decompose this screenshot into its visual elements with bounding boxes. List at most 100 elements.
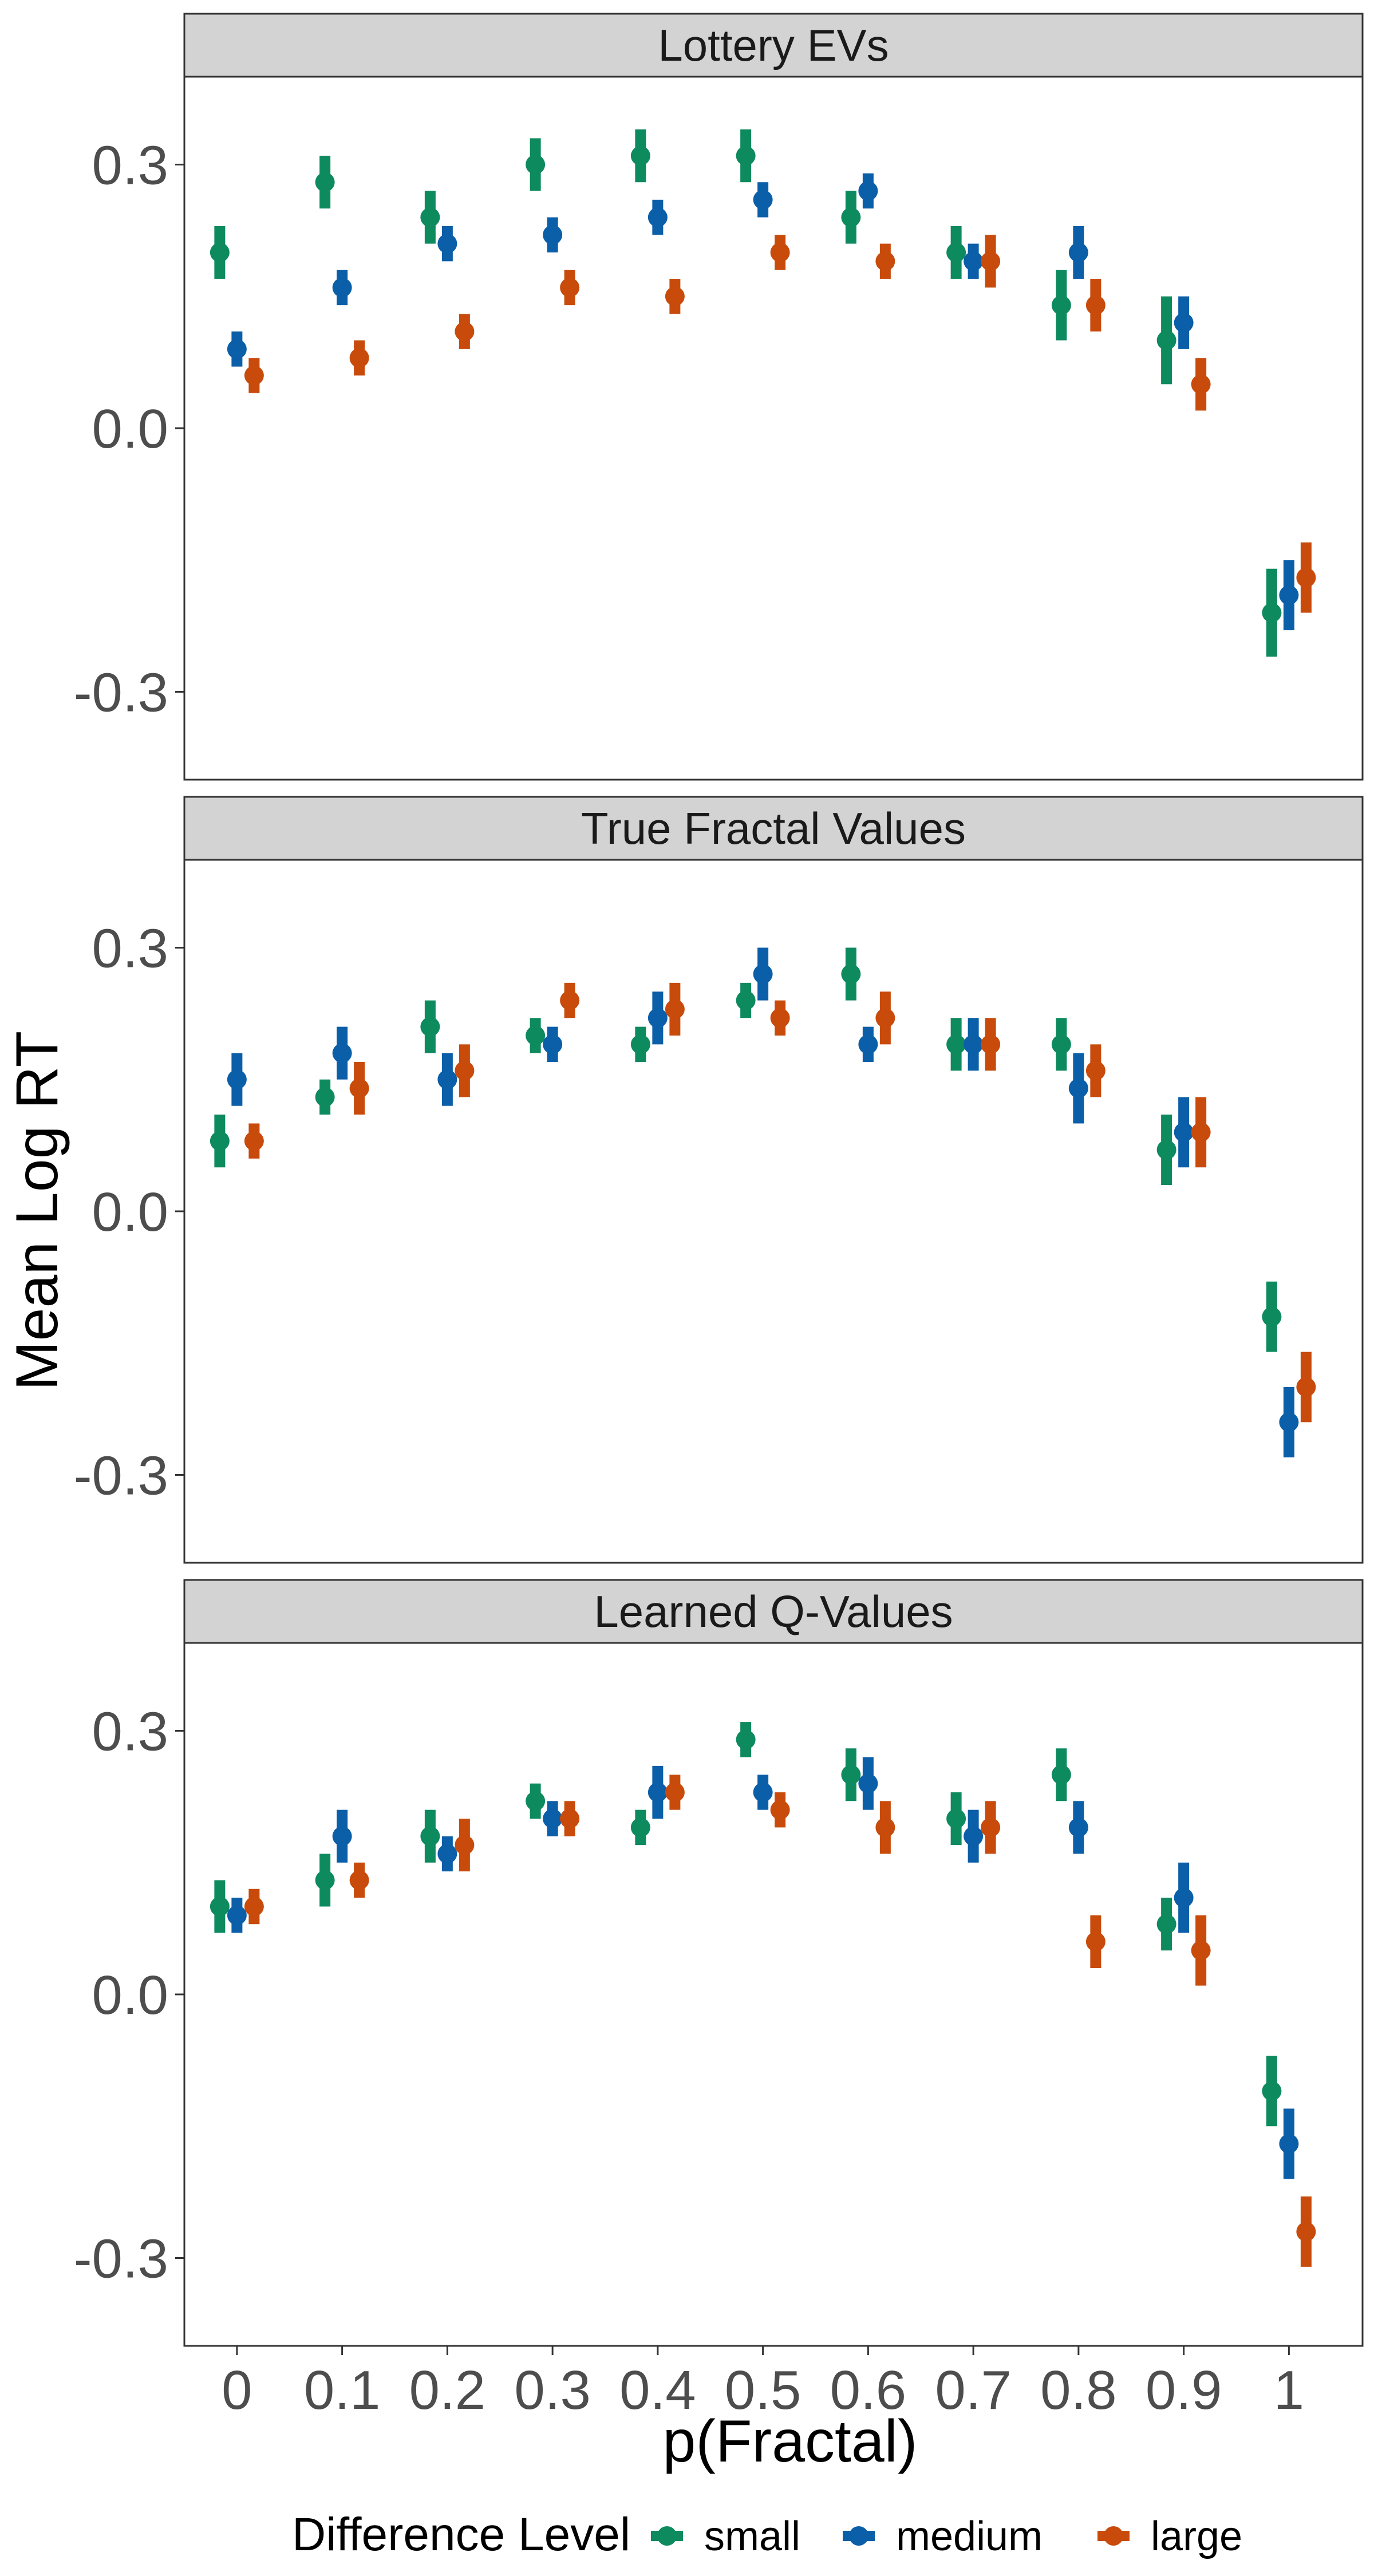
data-point xyxy=(1262,603,1282,623)
data-point xyxy=(1051,1034,1071,1054)
x-tick-label: 0.9 xyxy=(1146,2360,1222,2421)
y-tick-label: -0.3 xyxy=(74,1445,168,1507)
data-point xyxy=(315,1087,335,1107)
legend-item-medium: medium xyxy=(843,2514,1043,2559)
data-point xyxy=(1068,1078,1088,1099)
x-tick-label: 0.1 xyxy=(304,2360,380,2421)
series-large xyxy=(244,235,1316,613)
series-medium xyxy=(227,947,1299,1457)
data-point xyxy=(946,243,966,262)
data-point xyxy=(981,251,1001,271)
data-point xyxy=(315,1870,335,1890)
x-tick-label: 0.8 xyxy=(1040,2360,1116,2421)
data-point xyxy=(964,251,984,271)
data-point xyxy=(227,1905,247,1925)
data-point xyxy=(875,1818,895,1838)
data-point xyxy=(1296,1377,1316,1397)
series-small xyxy=(210,1722,1282,2127)
data-point xyxy=(315,172,335,192)
y-axis-title: Mean Log RT xyxy=(4,1031,70,1390)
data-point xyxy=(1156,330,1176,350)
data-point xyxy=(437,1844,457,1864)
data-point xyxy=(841,1765,861,1785)
data-point xyxy=(858,1034,878,1054)
data-point xyxy=(332,1826,352,1846)
data-point xyxy=(1051,295,1071,315)
y-tick-label: 0.0 xyxy=(92,398,168,460)
data-point xyxy=(244,365,264,385)
x-axis-ticks: 0 0.1 0.2 0.3 0.4 0.5 0.6 0.7 0.8 0.9 1 xyxy=(222,2346,1304,2421)
data-point xyxy=(455,1061,475,1081)
data-point xyxy=(210,1897,230,1917)
data-point xyxy=(858,1773,878,1793)
data-point xyxy=(630,146,650,166)
data-point xyxy=(981,1818,1001,1838)
data-point xyxy=(875,251,895,271)
data-point xyxy=(1051,1765,1071,1785)
data-point xyxy=(210,1131,230,1151)
data-point xyxy=(420,1017,440,1037)
data-point xyxy=(647,207,668,227)
data-point xyxy=(349,348,369,368)
data-point xyxy=(349,1078,369,1099)
x-tick-label: 0.4 xyxy=(619,2360,696,2421)
data-point xyxy=(1279,585,1299,605)
facet-panel: True Fractal Values 0.3 0.0 -0.3 xyxy=(74,796,1364,1564)
data-point xyxy=(543,225,563,245)
data-point xyxy=(420,1826,440,1846)
data-point xyxy=(227,1069,247,1089)
data-point xyxy=(770,243,790,262)
data-point xyxy=(770,1800,790,1820)
data-point xyxy=(455,1835,475,1855)
data-point xyxy=(1279,1412,1299,1432)
data-point xyxy=(1191,374,1211,394)
data-point xyxy=(526,1791,546,1811)
facet-strip xyxy=(183,13,1364,78)
data-point xyxy=(210,243,230,262)
data-point xyxy=(420,207,440,227)
data-point xyxy=(665,999,685,1019)
data-point xyxy=(736,146,756,166)
y-tick-label: -0.3 xyxy=(74,2229,168,2290)
x-tick-label: 0.7 xyxy=(935,2360,1011,2421)
legend-item-large: large xyxy=(1097,2514,1242,2559)
data-point xyxy=(437,1069,457,1089)
data-point xyxy=(1085,1931,1105,1951)
data-point xyxy=(1296,2222,1316,2242)
legend-items: small medium large xyxy=(651,2514,1242,2559)
data-point xyxy=(543,1034,563,1054)
facet-panel: Learned Q-Values 0.3 0.0 -0.3 xyxy=(74,1579,1364,2347)
data-point xyxy=(841,207,861,227)
data-point xyxy=(1068,243,1088,262)
data-point xyxy=(981,1034,1001,1054)
data-point xyxy=(437,234,457,254)
series-large xyxy=(244,1775,1316,2267)
data-point xyxy=(858,181,878,201)
y-tick-label: 0.3 xyxy=(92,1701,168,1763)
series-large xyxy=(244,982,1316,1423)
facet-title: True Fractal Values xyxy=(581,803,966,854)
data-point xyxy=(560,990,580,1010)
facet-strip xyxy=(183,796,1364,861)
data-point xyxy=(630,1818,650,1838)
data-point xyxy=(526,155,546,175)
legend-key-point xyxy=(657,2526,677,2546)
data-point xyxy=(244,1131,264,1151)
data-point xyxy=(665,286,685,306)
x-tick-label: 0.2 xyxy=(409,2360,485,2421)
x-axis-title: p(Fractal) xyxy=(663,2408,918,2475)
data-point xyxy=(1174,1888,1194,1908)
data-point xyxy=(753,189,773,210)
data-point xyxy=(1156,1914,1176,1934)
data-point xyxy=(753,964,773,984)
data-point xyxy=(841,964,861,984)
data-point xyxy=(1174,313,1194,333)
data-point xyxy=(227,339,247,359)
series-medium xyxy=(227,1757,1299,2179)
data-point xyxy=(964,1826,984,1846)
legend-label: small xyxy=(704,2514,800,2559)
data-point xyxy=(946,1809,966,1828)
data-point xyxy=(875,1008,895,1028)
